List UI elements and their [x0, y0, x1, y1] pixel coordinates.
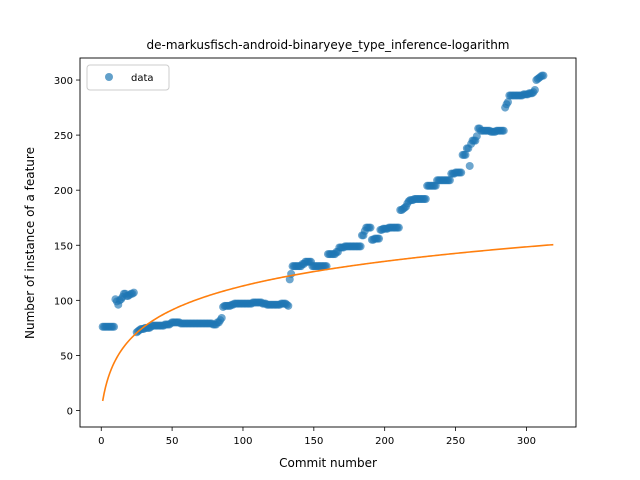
data-point	[366, 223, 375, 232]
data-point	[217, 313, 226, 322]
x-tick-label: 100	[233, 436, 252, 447]
y-tick-label: 50	[60, 351, 73, 362]
data-point	[465, 161, 474, 170]
legend: data	[86, 64, 170, 91]
data-point	[499, 126, 508, 135]
data-point	[284, 301, 293, 310]
x-tick-label: 150	[304, 436, 323, 447]
data-point	[445, 176, 454, 185]
x-tick-label: 200	[375, 436, 394, 447]
data-point	[421, 194, 430, 203]
data-point	[110, 322, 119, 331]
y-tick-label: 0	[67, 406, 73, 417]
x-tick-label: 250	[446, 436, 465, 447]
x-tick-label: 300	[517, 436, 536, 447]
data-point	[539, 71, 548, 80]
legend-label-data: data	[131, 73, 154, 84]
y-axis-title: Number of instance of a feature	[23, 147, 37, 339]
data-point	[457, 168, 466, 177]
legend-box	[86, 64, 170, 91]
plot-area	[98, 71, 554, 402]
data-point	[472, 132, 481, 141]
data-point	[394, 223, 403, 232]
data-point	[461, 150, 470, 159]
data-point	[375, 234, 384, 243]
data-point	[503, 98, 512, 107]
x-tick-label: 50	[166, 436, 179, 447]
x-tick-label: 0	[98, 436, 104, 447]
data-point	[322, 262, 331, 271]
fit-line	[101, 243, 554, 402]
axes-frame	[79, 57, 577, 428]
data-point	[356, 242, 365, 251]
axes: 0 50 100 150 200 250 300 0 50 100 150 200 250 300	[54, 57, 577, 447]
y-tick-label: 200	[54, 186, 73, 197]
y-tick-label: 100	[54, 296, 73, 307]
y-tick-label: 300	[54, 76, 73, 87]
data-point	[129, 288, 138, 297]
chart-title: de-markusfisch-android-binaryeye_type_in…	[146, 38, 509, 52]
legend-marker-data	[105, 73, 113, 81]
y-tick-label: 150	[54, 241, 73, 252]
y-tick-label: 250	[54, 131, 73, 142]
x-axis-title: Commit number	[279, 456, 377, 470]
data-point	[530, 85, 539, 94]
